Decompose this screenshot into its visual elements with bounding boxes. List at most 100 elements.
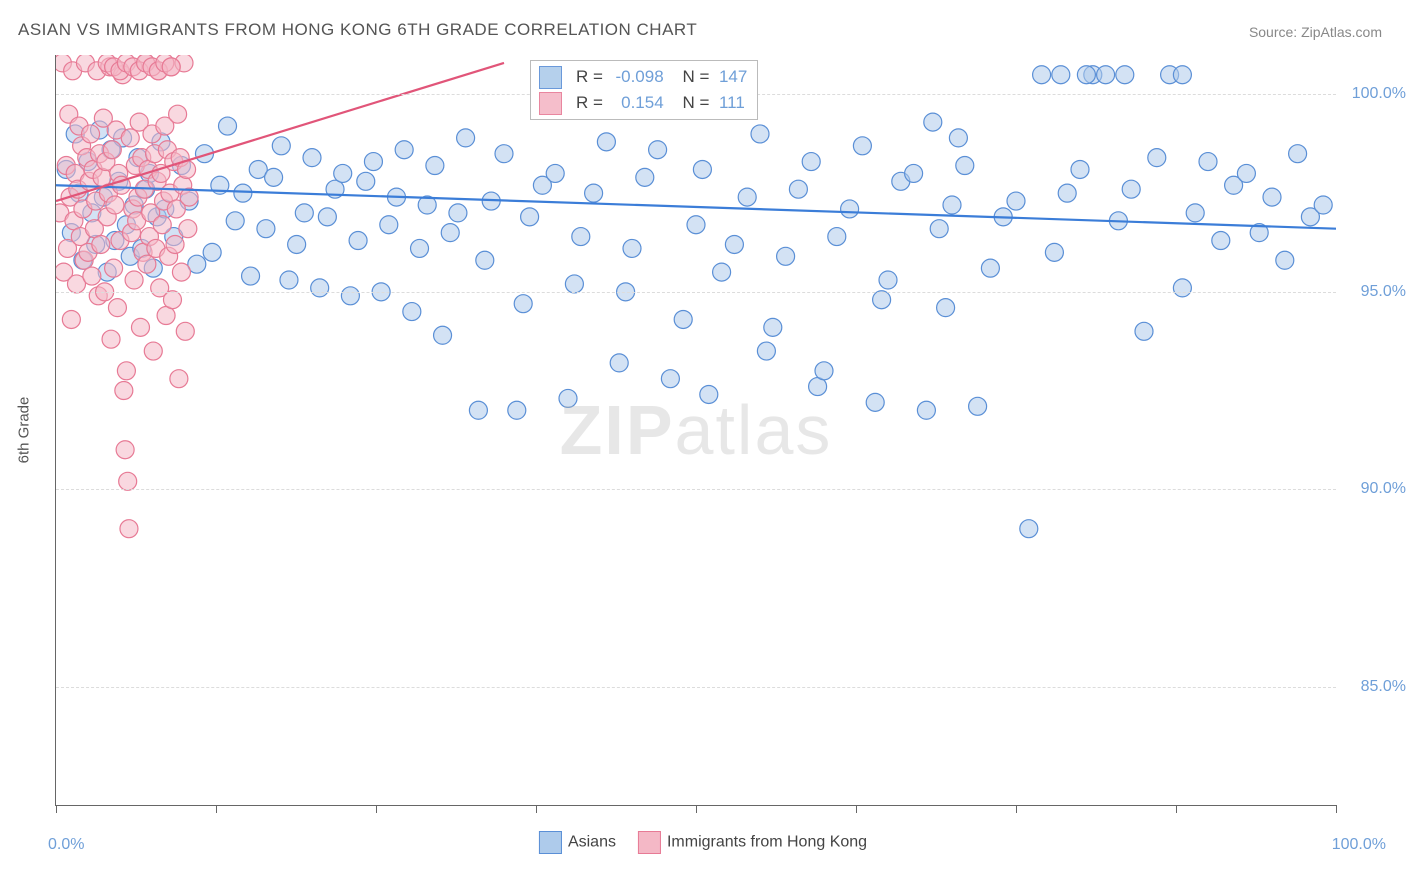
- data-point: [91, 121, 109, 139]
- data-point: [1199, 153, 1217, 171]
- data-point: [318, 208, 336, 226]
- data-point: [828, 228, 846, 246]
- data-point: [76, 55, 94, 72]
- data-point: [1045, 243, 1063, 261]
- data-point: [79, 243, 97, 261]
- x-tick: [56, 805, 57, 813]
- x-tick: [696, 805, 697, 813]
- data-point: [71, 228, 89, 246]
- data-point: [111, 62, 129, 80]
- trend-line: [56, 63, 504, 201]
- data-point: [83, 204, 101, 222]
- data-point: [124, 58, 142, 76]
- data-point: [121, 247, 139, 265]
- data-point: [917, 401, 935, 419]
- data-point: [149, 62, 167, 80]
- scatter-svg: [56, 55, 1336, 805]
- data-point: [559, 389, 577, 407]
- data-point: [108, 299, 126, 317]
- data-point: [809, 378, 827, 396]
- source-label: Source: ZipAtlas.com: [1249, 24, 1382, 40]
- legend-bottom: Asians Immigrants from Hong Kong: [539, 831, 867, 854]
- x-tick: [1016, 805, 1017, 813]
- data-point: [115, 382, 133, 400]
- data-point: [949, 129, 967, 147]
- data-point: [1097, 66, 1115, 84]
- x-tick: [216, 805, 217, 813]
- data-point: [137, 55, 155, 72]
- data-point: [1122, 180, 1140, 198]
- data-point: [82, 125, 100, 143]
- data-point: [121, 129, 139, 147]
- data-point: [482, 192, 500, 210]
- data-point: [98, 55, 116, 72]
- data-point: [1109, 212, 1127, 230]
- data-point: [713, 263, 731, 281]
- data-point: [162, 58, 180, 76]
- data-point: [597, 133, 615, 151]
- legend-top-row: R = -0.098 N = 147: [539, 64, 747, 90]
- data-point: [1077, 66, 1095, 84]
- legend-bottom-item: Asians: [539, 831, 616, 854]
- data-point: [106, 196, 124, 214]
- data-point: [79, 153, 97, 171]
- data-point: [66, 125, 84, 143]
- data-point: [585, 184, 603, 202]
- data-point: [87, 192, 105, 210]
- data-point: [146, 145, 164, 163]
- data-point: [649, 141, 667, 159]
- data-point: [738, 188, 756, 206]
- data-point: [130, 113, 148, 131]
- data-point: [99, 184, 117, 202]
- data-point: [249, 160, 267, 178]
- data-point: [777, 247, 795, 265]
- data-point: [172, 263, 190, 281]
- data-point: [101, 58, 119, 76]
- data-point: [372, 283, 390, 301]
- data-point: [157, 307, 175, 325]
- data-point: [1225, 176, 1243, 194]
- watermark: ZIPatlas: [560, 390, 833, 470]
- data-point: [143, 125, 161, 143]
- data-point: [495, 145, 513, 163]
- data-point: [418, 196, 436, 214]
- data-point: [85, 220, 103, 238]
- y-axis-title: 6th Grade: [16, 397, 33, 464]
- legend-bottom-label: Immigrants from Hong Kong: [667, 834, 867, 851]
- data-point: [105, 259, 123, 277]
- data-point: [188, 255, 206, 273]
- data-point: [334, 164, 352, 182]
- data-point: [156, 55, 174, 72]
- data-point: [156, 117, 174, 135]
- data-point: [139, 160, 157, 178]
- data-point: [572, 228, 590, 246]
- data-point: [1237, 164, 1255, 182]
- data-point: [930, 220, 948, 238]
- data-point: [91, 145, 109, 163]
- data-point: [1301, 208, 1319, 226]
- data-point: [153, 216, 171, 234]
- data-point: [175, 55, 193, 72]
- data-point: [357, 172, 375, 190]
- data-point: [56, 204, 69, 222]
- data-point: [211, 176, 229, 194]
- data-point: [84, 160, 102, 178]
- data-point: [873, 291, 891, 309]
- data-point: [124, 200, 142, 218]
- data-point: [1314, 196, 1332, 214]
- data-point: [853, 137, 871, 155]
- data-point: [751, 125, 769, 143]
- x-label-right: 100.0%: [1332, 836, 1386, 854]
- data-point: [65, 212, 83, 230]
- data-point: [521, 208, 539, 226]
- data-point: [75, 251, 93, 269]
- data-point: [161, 184, 179, 202]
- data-point: [59, 239, 77, 257]
- data-point: [203, 243, 221, 261]
- data-point: [969, 397, 987, 415]
- data-point: [116, 441, 134, 459]
- data-point: [1148, 149, 1166, 167]
- data-point: [994, 208, 1012, 226]
- data-point: [151, 279, 169, 297]
- x-tick: [856, 805, 857, 813]
